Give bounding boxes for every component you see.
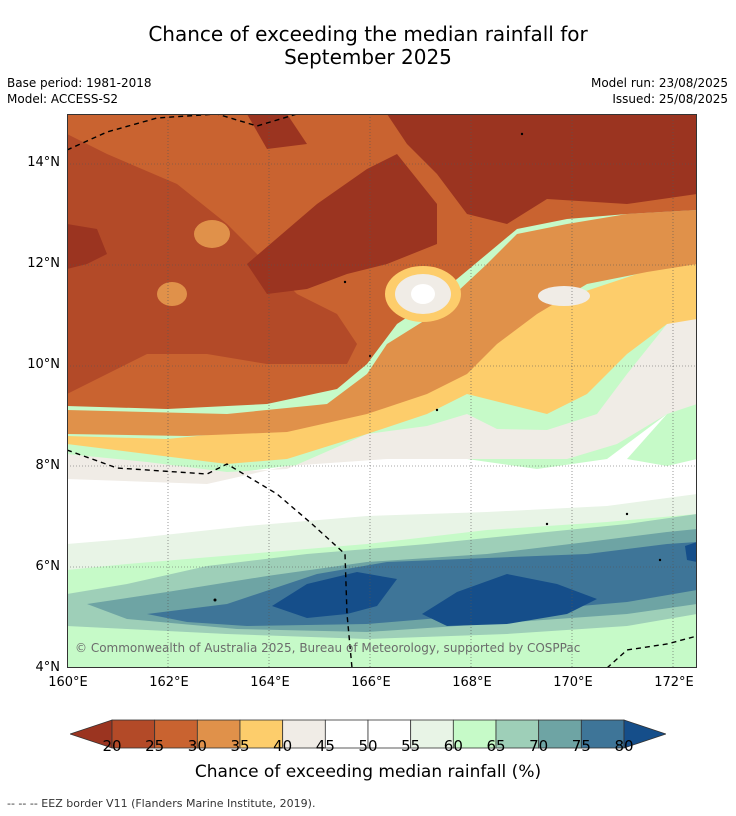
lat-label-12n: 12°N [27,256,60,271]
map-border [67,114,697,668]
rainfall-map [67,114,697,668]
band-65-right [627,402,697,466]
colorbar-tick-label: 60 [443,737,463,755]
colorbar-cell [324,719,369,749]
band-30-35 [67,210,697,436]
colorbar-cell [111,719,156,749]
light-spot-orange-n [194,220,230,248]
colorbar-tick-label: 55 [401,737,421,755]
band-below-20-top [387,114,697,224]
colorbar-tick-label: 35 [230,737,250,755]
meta-left: Base period: 1981-2018 Model: ACCESS-S2 [7,75,152,107]
lon-label-172e: 172°E [654,675,694,690]
colorbar-extend-high [623,719,666,749]
band-45-55 [67,404,697,544]
light-spot-inner [411,284,435,304]
band-above-80-west [272,572,397,618]
map-title-line2: September 2025 [284,45,452,69]
colorbar-tick-label: 65 [486,737,506,755]
lon-label-160e: 160°E [48,675,88,690]
band-35-40 [67,264,697,464]
eez-footer-note: -- -- -- EEZ border V11 (Flanders Marine… [7,797,316,810]
lon-label-170e: 170°E [553,675,593,690]
colorbar-tick-label: 40 [273,737,293,755]
graticule [67,114,697,668]
colorbar-cell [154,719,198,749]
colorbar-tick-label: 80 [614,737,634,755]
light-spot-orange-w [157,282,187,306]
colorbar-tick-label: 45 [315,737,335,755]
colorbar-title: Chance of exceeding median rainfall (%) [194,762,542,782]
colorbar-tick-label: 30 [187,737,207,755]
issued-date: Issued: 25/08/2025 [612,92,728,106]
colorbar-cell [196,719,241,749]
lat-label-6n: 6°N [35,559,61,574]
band-above-80-edge [685,542,697,562]
model-run: Model run: 23/08/2025 [590,76,728,90]
colorbar [70,719,666,749]
eez-border-line [67,114,298,151]
eez-border-line-2 [67,449,353,668]
lat-label-14n: 14°N [27,155,60,170]
meta-right: Model run: 23/08/2025 Issued: 25/08/2025 [591,75,728,107]
band-below-20-mid [247,154,437,294]
colorbar-tick-label: 50 [358,737,378,755]
band-above-80-east [422,574,597,626]
colorbar-cells [70,719,666,749]
lon-label-164e: 164°E [250,675,290,690]
lon-label-166e: 166°E [351,675,391,690]
colorbar-tick-label: 20 [102,737,122,755]
eez-border-line-3 [606,635,697,668]
band-20-25-b [137,319,217,354]
lat-label-4n: 4°N [35,660,61,675]
colorbar-tick-label: 70 [529,737,549,755]
copyright-text: © Commonwealth of Australia 2025, Bureau… [75,641,581,655]
lon-label-168e: 168°E [452,675,492,690]
lat-label-8n: 8°N [35,458,61,473]
band-below-20-west [67,224,107,269]
colorbar-cell [580,719,625,749]
colorbar-tick-label: 25 [145,737,165,755]
lon-label-162e: 162°E [149,675,189,690]
light-spot-east [538,286,590,306]
band-below-20-top-left [247,114,307,149]
model-name: Model: ACCESS-S2 [7,92,119,106]
colorbar-cell [367,719,412,749]
lat-label-10n: 10°N [27,357,60,372]
colorbar-tick-label: 75 [571,737,591,755]
base-period: Base period: 1981-2018 [7,76,152,90]
island-markers [213,132,662,602]
band-40-45 [67,314,697,484]
map-title-line1: Chance of exceeding the median rainfall … [148,22,588,46]
